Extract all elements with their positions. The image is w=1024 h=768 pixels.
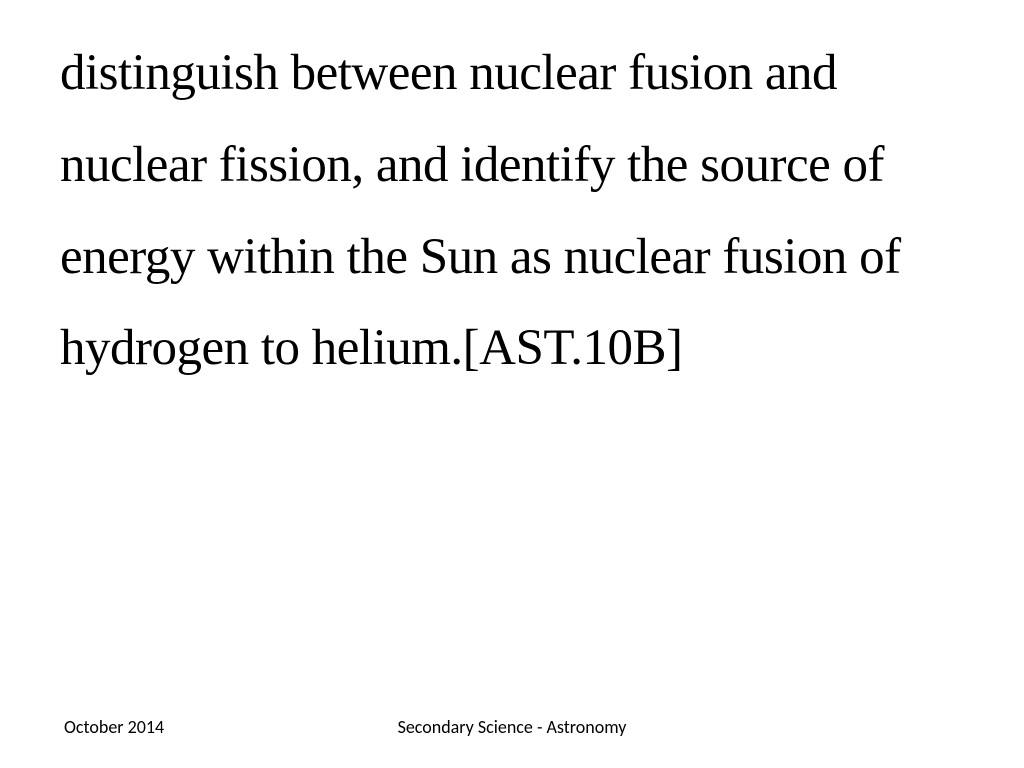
slide-footer: October 2014 Secondary Science - Astrono…: [0, 716, 1024, 746]
footer-title: Secondary Science - Astronomy: [0, 716, 1024, 738]
slide-body-text: distinguish between nuclear fusion and n…: [60, 28, 984, 395]
